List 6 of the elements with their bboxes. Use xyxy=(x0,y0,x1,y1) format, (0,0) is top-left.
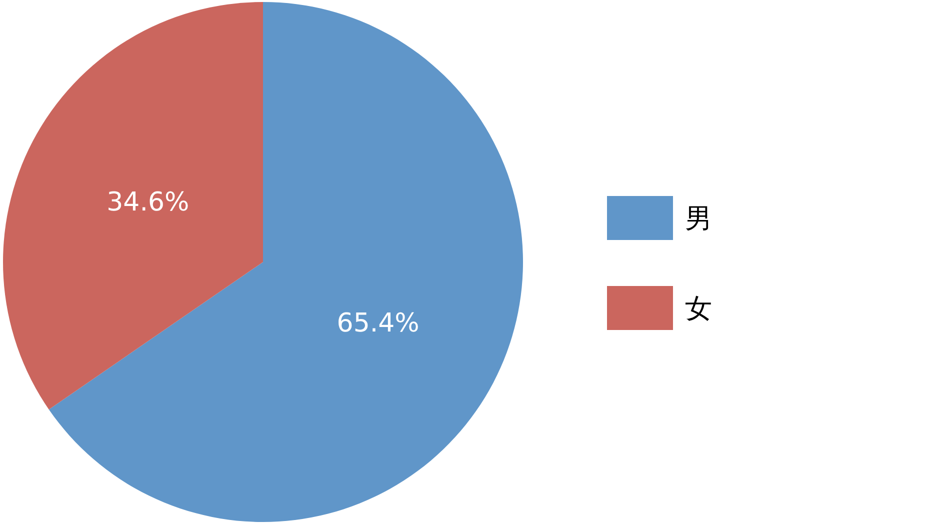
legend-label: 女 xyxy=(685,293,712,324)
data-label: 34.6% xyxy=(106,188,190,218)
data-label: 65.4% xyxy=(336,308,420,339)
pie-slice xyxy=(48,2,523,522)
pie-slice xyxy=(3,2,263,410)
legend-label: 男 xyxy=(685,203,712,234)
